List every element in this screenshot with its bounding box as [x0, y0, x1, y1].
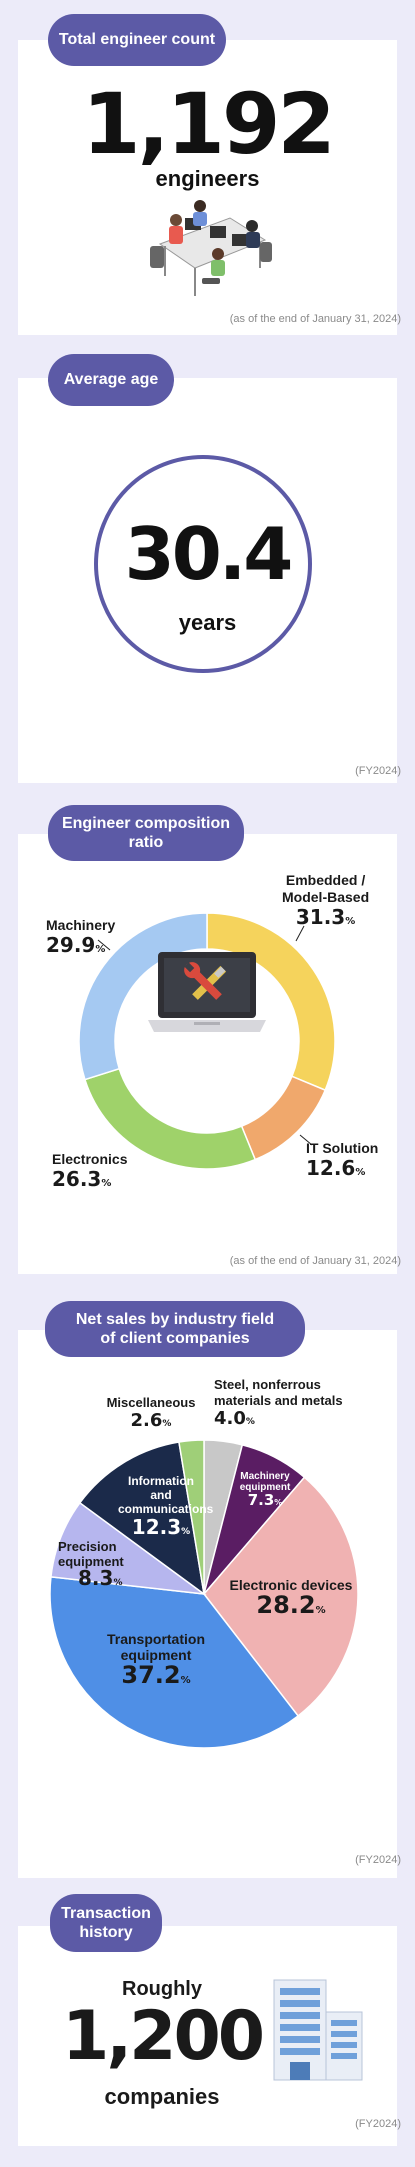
composition-title: Engineer composition ratio	[48, 805, 244, 861]
legend-embedded-pct: %	[345, 916, 356, 927]
legend-electronics: Electronics 26.3%	[52, 1151, 127, 1192]
legend-electronic-devices-value: 28.2	[256, 1591, 316, 1619]
transactions-title: Transaction history	[50, 1894, 162, 1952]
engineer-count-title: Total engineer count	[48, 14, 226, 66]
legend-it-solution-value: 12.6	[306, 1156, 356, 1180]
legend-steel-label: Steel, nonferrous materials and metals	[214, 1377, 343, 1408]
legend-steel-value: 4.0	[214, 1408, 246, 1429]
composition-leader-line-0	[295, 925, 305, 942]
transactions-note: (FY2024)	[355, 2118, 401, 2130]
legend-misc-value: 2.6	[130, 1410, 163, 1431]
engineer-count-unit: engineers	[155, 166, 260, 191]
legend-precision-pct: %	[113, 1578, 123, 1588]
legend-it-solution-label: IT Solution	[306, 1140, 379, 1156]
legend-embedded-label-1: Embedded /	[285, 872, 366, 888]
legend-misc-label: Miscellaneous	[106, 1395, 196, 1410]
transactions-value: 1,200	[62, 1997, 265, 2076]
sales-slice-electronic-devices	[203, 1476, 359, 1717]
engineer-count-value: 1,192	[82, 75, 336, 173]
office-building-icon	[273, 1979, 363, 2081]
composition-leader-line-2	[299, 1134, 313, 1146]
average-age-value: 30.4	[124, 512, 294, 596]
sales-title-line1: Net sales by industry field	[75, 1310, 275, 1328]
legend-info-comm-pct: %	[181, 1527, 191, 1537]
legend-steel: Steel, nonferrous materials and metals 4…	[214, 1377, 364, 1430]
sales-slice-transportation-equipment	[49, 1576, 300, 1749]
legend-steel-pct: %	[245, 1417, 255, 1427]
average-age-title: Average age	[48, 354, 174, 406]
sales-slice-information-and-communications	[78, 1441, 206, 1596]
transactions-prefix: Roughly	[122, 1978, 202, 2000]
legend-machinery-label: Machinery	[46, 917, 116, 933]
legend-misc-pct: %	[162, 1419, 172, 1429]
legend-machinery-equipment-pct: %	[274, 1498, 283, 1507]
legend-transportation: Transportation equipment 37.2%	[96, 1631, 216, 1689]
composition-title-line1: Engineer composition	[61, 814, 230, 832]
legend-embedded: Embedded / Model-Based 31.3%	[282, 872, 369, 930]
average-age-ring	[94, 455, 312, 673]
engineers-at-desks-illustration	[150, 200, 272, 296]
legend-electronics-label: Electronics	[52, 1151, 128, 1167]
legend-machinery: Machinery 29.9%	[46, 917, 115, 958]
sales-note: (FY2024)	[355, 1854, 401, 1866]
legend-transportation-value: 37.2	[121, 1661, 181, 1689]
legend-info-comm: Information and communications 12.3%	[118, 1474, 214, 1539]
composition-note: (as of the end of January 31, 2024)	[229, 1255, 401, 1267]
legend-electronic-devices-label: Electronic devices	[229, 1577, 353, 1593]
composition-title-line2: ratio	[128, 834, 164, 851]
legend-embedded-label-2: Model-Based	[282, 889, 370, 905]
sales-title-line2: of client companies	[100, 1330, 250, 1347]
transactions-unit: companies	[104, 2084, 220, 2109]
legend-info-comm-label: Information and communications	[118, 1474, 214, 1516]
transactions-title-line2: history	[79, 1924, 133, 1941]
legend-misc: Miscellaneous 2.6%	[104, 1395, 198, 1432]
legend-precision-value: 8.3	[78, 1566, 114, 1590]
legend-machinery-equipment-value: 7.3	[247, 1491, 275, 1509]
legend-transportation-label: Transportation equipment	[106, 1631, 205, 1663]
engineer-count-note: (as of the end of January 31, 2024)	[229, 313, 401, 325]
legend-electronic-devices-pct: %	[315, 1605, 326, 1616]
legend-machinery-value: 29.9	[46, 933, 96, 957]
sales-title: Net sales by industry field of client co…	[45, 1301, 305, 1357]
average-age-note: (FY2024)	[355, 765, 401, 777]
legend-it-solution: IT Solution 12.6%	[306, 1140, 378, 1181]
legend-transportation-pct: %	[180, 1675, 191, 1686]
average-age-unit: years	[178, 610, 237, 635]
legend-machinery-pct: %	[95, 944, 106, 955]
composition-leader-line-1	[97, 939, 111, 951]
engineer-count-card	[18, 40, 397, 335]
legend-electronics-value: 26.3	[52, 1167, 102, 1191]
legend-machinery-equipment: Machinery equipment 7.3%	[234, 1471, 296, 1508]
legend-machinery-equipment-label: Machinery equipment	[239, 1471, 291, 1493]
legend-precision: Precision equipment 8.3%	[58, 1539, 138, 1591]
sales-slice-miscellaneous	[178, 1439, 205, 1595]
laptop-tools-icon	[148, 952, 266, 1032]
legend-it-solution-pct: %	[355, 1167, 366, 1178]
legend-electronics-pct: %	[101, 1178, 112, 1189]
legend-electronic-devices: Electronic devices 28.2%	[226, 1577, 356, 1619]
legend-embedded-value: 31.3	[295, 905, 346, 929]
legend-precision-label: Precision equipment	[58, 1539, 124, 1569]
transactions-title-line1: Transaction	[61, 1904, 151, 1922]
legend-info-comm-value: 12.3	[131, 1515, 182, 1539]
